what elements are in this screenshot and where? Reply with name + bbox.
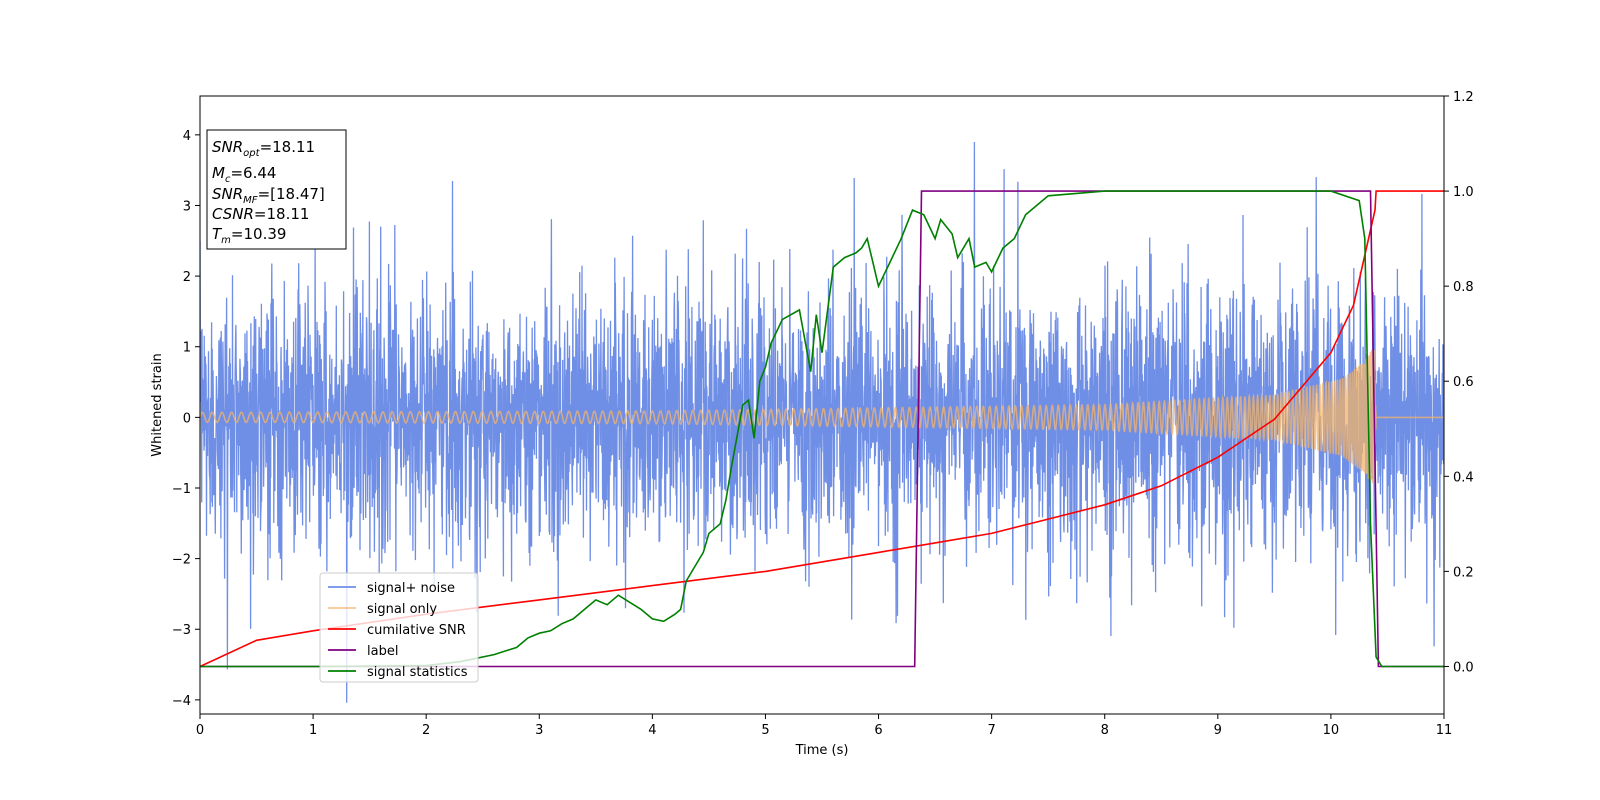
y-axis-ticks: 4 3 2 1 0 −1 −2 −3 −4 [172,129,200,709]
info-box-frame [206,129,347,250]
x-axis-ticks: 0 1 2 3 4 5 6 7 8 9 10 11 [196,714,1452,738]
legend-item-signal-noise: signal+ noise [328,581,455,596]
plot-frame [199,95,1445,715]
y-right-tick-label: 0.6 [1453,375,1474,390]
legend-item-label: label [328,644,398,659]
x-tick-label: 7 [987,723,995,738]
legend-label-signal-only: signal only [367,602,437,617]
info-snr-mf: SNRMF=[18.47] [212,185,325,206]
x-axis-label: Time (s) [795,743,849,758]
legend-label-label: label [367,644,398,659]
y-tick-label: 4 [183,129,191,144]
legend-frame [319,572,479,683]
x-tick-label: 8 [1101,723,1109,738]
y-tick-label: 0 [183,411,191,426]
series-line-signal-statistics [200,190,1444,668]
x-tick-label: 4 [648,723,656,738]
y-tick-label: −2 [172,553,191,568]
y-tick-label: −1 [172,482,191,497]
legend-item-signal-only: signal only [328,602,437,617]
x-tick-label: 5 [761,723,769,738]
legend-label-signal-noise: signal+ noise [367,581,455,596]
x-tick-label: 6 [874,723,882,738]
info-box: SNRopt=18.11 Mc=6.44 SNRMF=[18.47] CSNR=… [206,129,347,250]
y-tick-label: −3 [172,623,191,638]
y-right-tick-label: 1.0 [1453,185,1474,200]
info-csnr: CSNR=18.11 [212,205,309,223]
y-right-tick-label: 1.2 [1453,90,1474,105]
legend-item-signal-statistics: signal statistics [328,665,468,680]
x-tick-label: 0 [196,723,204,738]
x-tick-label: 11 [1436,723,1453,738]
x-tick-label: 10 [1323,723,1340,738]
y-tick-label: 3 [183,199,191,214]
y-tick-label: 1 [183,341,191,356]
y-right-tick-label: 0.0 [1453,660,1474,675]
info-mc: Mc=6.44 [212,164,276,185]
series-line-signal-only [200,349,1444,484]
x-tick-label: 2 [422,723,430,738]
y-tick-label: −4 [172,694,191,709]
x-tick-label: 3 [535,723,543,738]
y-axis-label: Whitened strain [150,353,165,456]
y-right-tick-label: 0.4 [1453,470,1474,485]
series-line-signal-noise [200,141,1444,703]
legend: signal+ noise signal only cumilative SNR la… [319,572,479,683]
x-tick-label: 9 [1214,723,1222,738]
y-tick-label: 2 [183,270,191,285]
y-right-tick-label: 0.2 [1453,565,1474,580]
legend-items: signal+ noise signal only cumilative SNR la… [328,581,468,680]
y-right-tick-label: 0.8 [1453,280,1474,295]
info-tm: Tm=10.39 [212,225,286,246]
legend-label-cumilative-snr: cumilative SNR [367,623,466,638]
legend-label-signal-statistics: signal statistics [367,665,468,680]
legend-item-cumilative-snr: cumilative SNR [328,623,466,638]
y-axis-right-ticks: 1.2 1.0 0.8 0.6 0.4 0.2 0.0 [1444,90,1474,675]
info-snr-opt: SNRopt=18.11 [212,138,315,159]
x-tick-label: 1 [309,723,317,738]
